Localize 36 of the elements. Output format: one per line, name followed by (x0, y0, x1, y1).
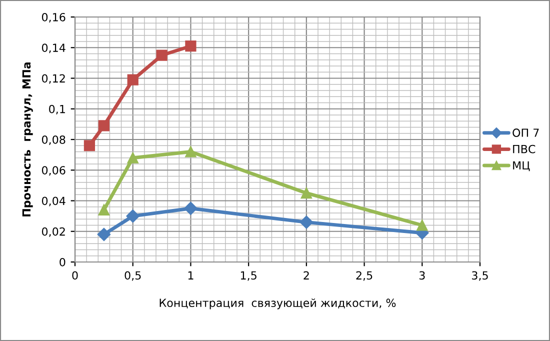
x-tick-label: 3 (419, 271, 425, 280)
point (416, 220, 428, 231)
legend-label: МЦ (513, 161, 530, 172)
y-tick-label: 0,1 (49, 104, 65, 114)
x-tick-label: 0,5 (124, 271, 141, 281)
y-tick-label: 0,04 (42, 196, 66, 206)
point (156, 50, 168, 61)
x-tick-label: 1,5 (240, 271, 256, 281)
x-tick-label: 2 (304, 271, 309, 280)
x-tick-label: 1 (188, 271, 194, 280)
y-tick-label: 0,08 (42, 135, 66, 146)
point (84, 140, 96, 152)
y-axis-title: Прочность гранул, МПа (22, 62, 33, 216)
point (300, 216, 314, 229)
y-tick-label: 0,16 (42, 12, 66, 23)
x-tick-label: 2,5 (356, 271, 372, 281)
y-tick-label: 0,02 (42, 227, 65, 237)
point (98, 120, 110, 132)
point (127, 74, 138, 86)
x-tick-label: 0 (72, 271, 78, 280)
x-tick-label: 3,5 (472, 271, 488, 281)
point (98, 204, 110, 216)
y-tick-label: 0,14 (42, 44, 66, 54)
point (127, 152, 138, 164)
y-tick-label: 0,06 (42, 166, 66, 176)
point (97, 228, 111, 242)
legend-label: ОП 7 (512, 128, 539, 137)
point (185, 40, 196, 52)
y-tick-label: 0,12 (42, 74, 65, 84)
x-axis-title: Концентрация связующей жидкости, % (160, 298, 396, 310)
point (126, 209, 140, 223)
y-tick-label: 0 (60, 258, 66, 266)
legend-label: ПВС (513, 144, 536, 154)
point (184, 202, 198, 215)
point (300, 188, 312, 199)
point (185, 146, 196, 158)
